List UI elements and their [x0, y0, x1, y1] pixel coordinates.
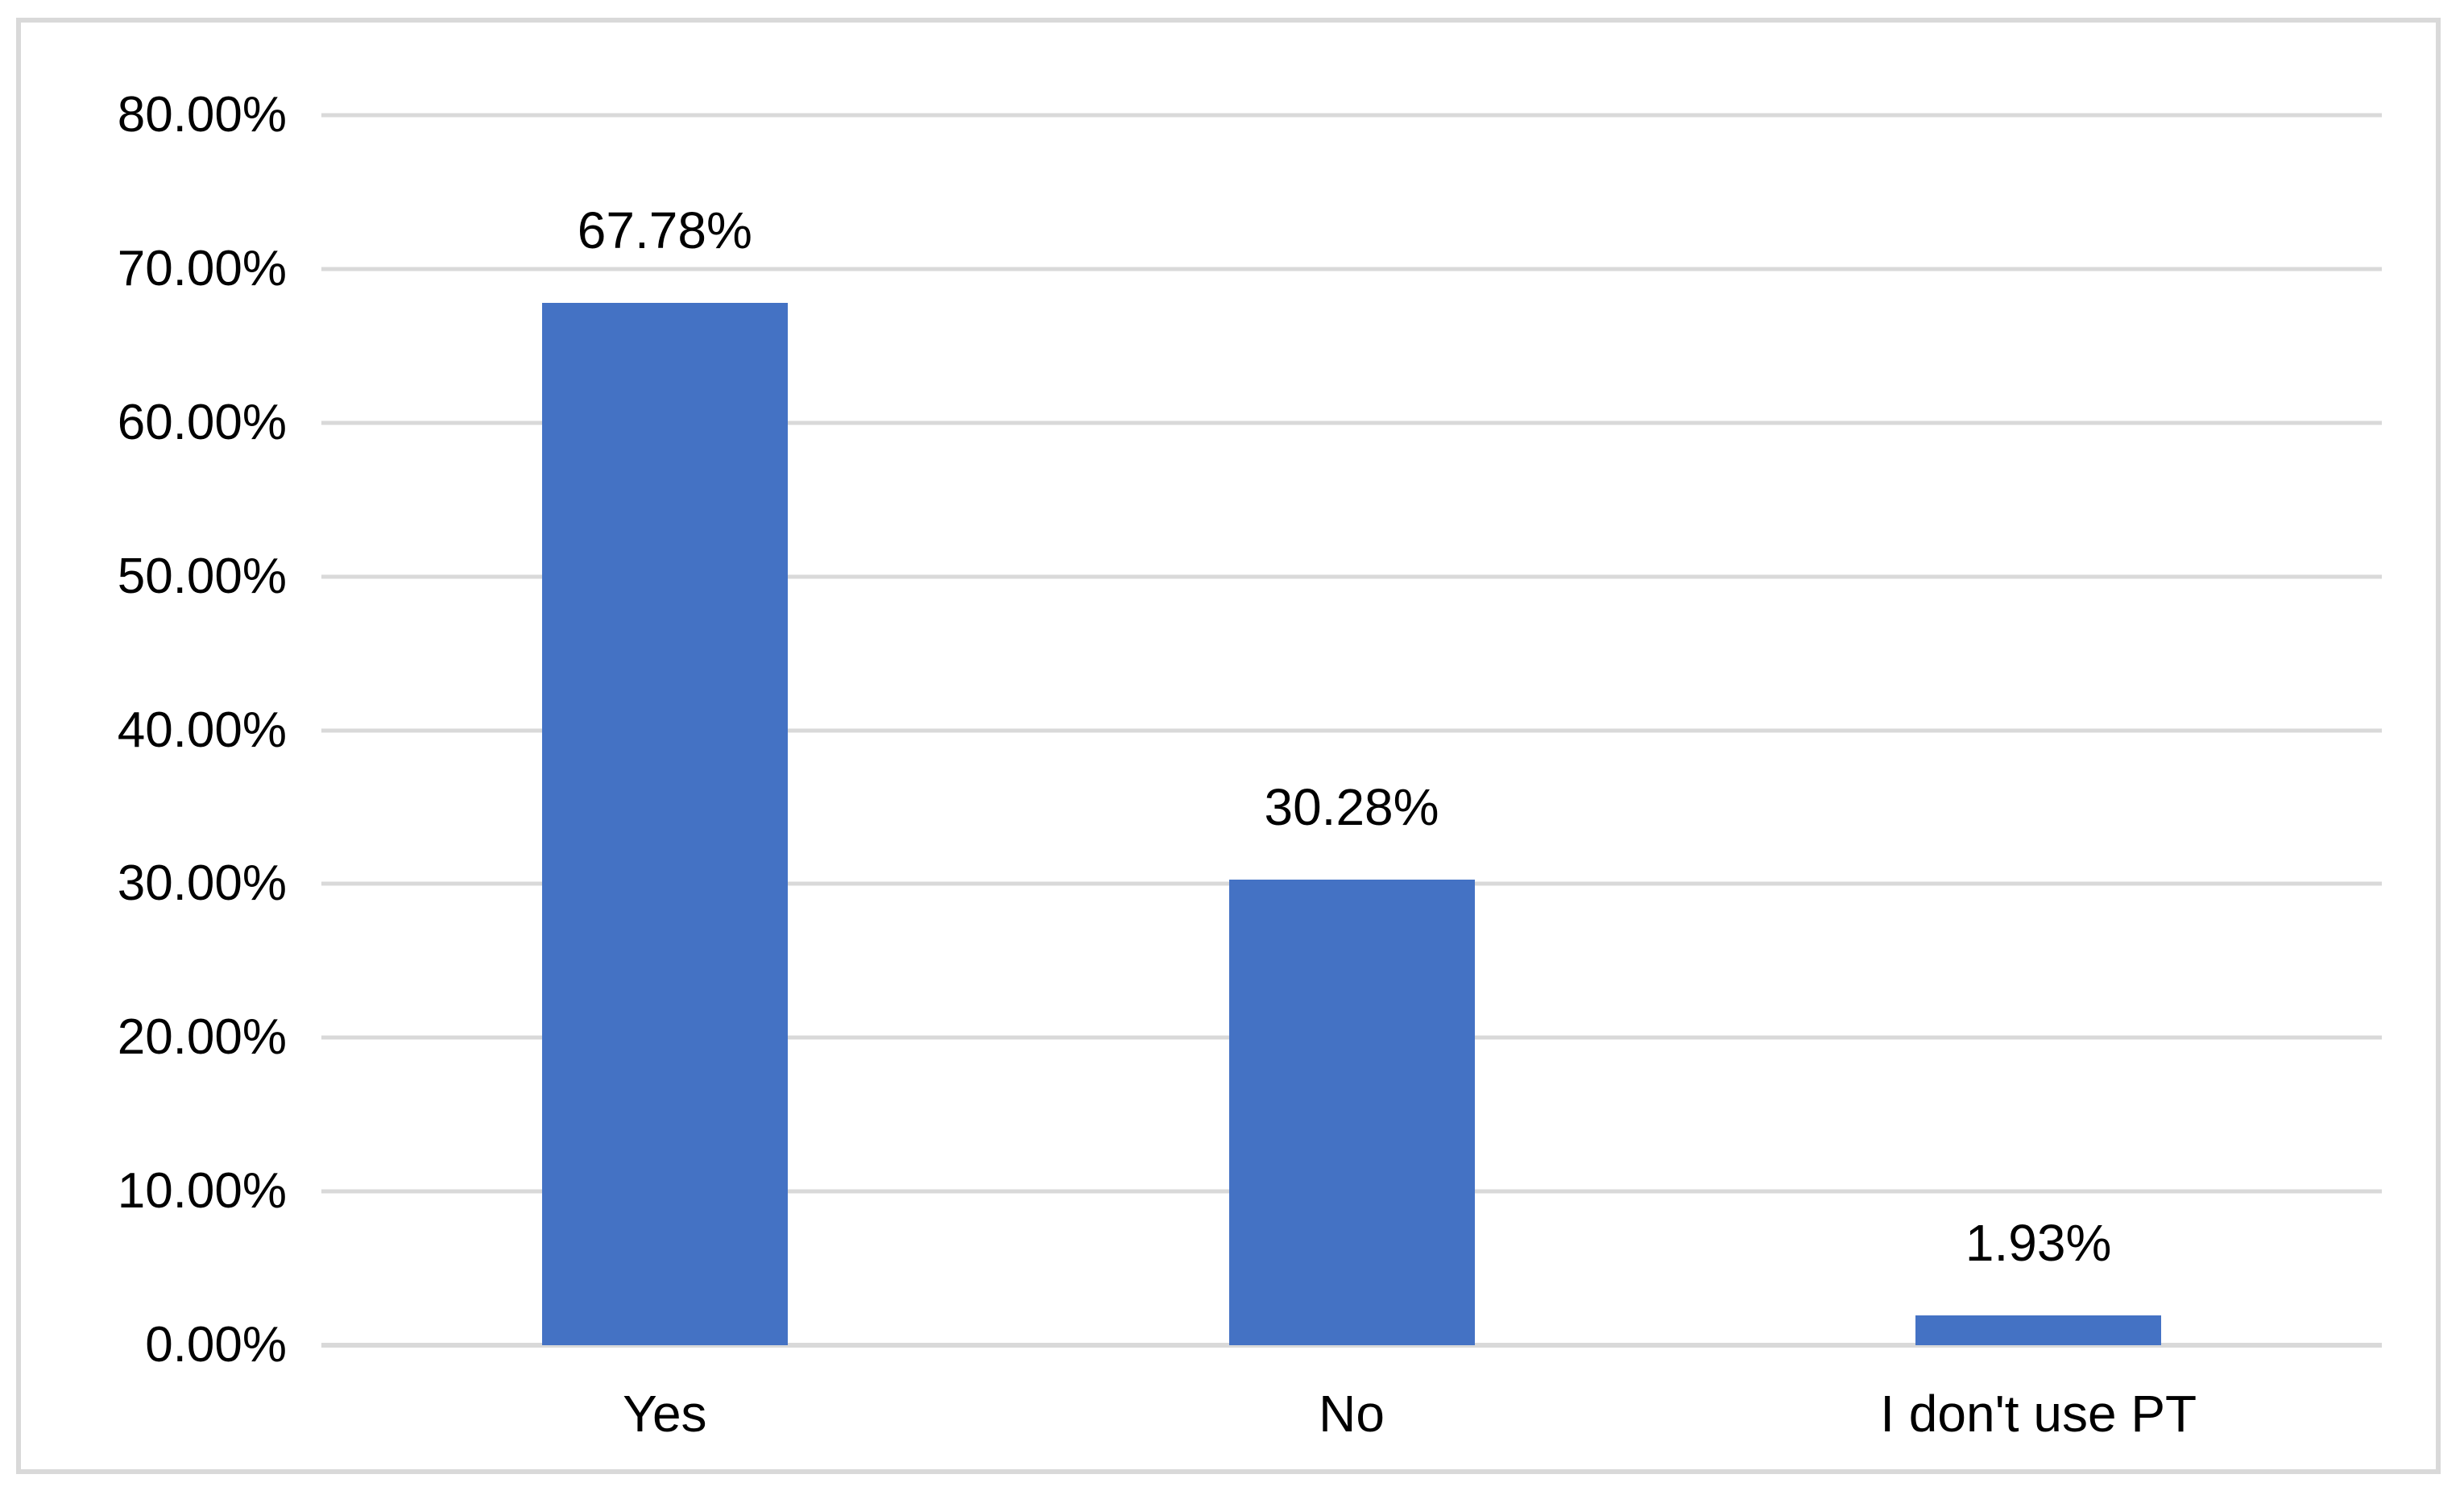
y-axis-tick-label: 60.00%	[117, 394, 287, 450]
gridline	[321, 113, 2382, 118]
y-axis-tick-label: 70.00%	[117, 240, 287, 296]
y-axis-tick-label: 80.00%	[117, 87, 287, 143]
y-axis-tick-label: 20.00%	[117, 1009, 287, 1066]
y-axis-tick-label: 30.00%	[117, 855, 287, 912]
chart-outer-border: 67.78% 30.28% 1.93% 0.00% 10.00% 20.00% 30.00…	[16, 18, 2441, 1474]
bar-data-label: 1.93%	[1965, 1214, 2112, 1273]
y-axis-tick-label: 40.00%	[117, 702, 287, 758]
x-axis-category-label: Yes	[623, 1385, 707, 1443]
plot-area: 67.78% 30.28% 1.93%	[321, 113, 2382, 1348]
bar-no	[1228, 880, 1475, 1345]
gridline	[321, 267, 2382, 271]
x-axis-line	[321, 1343, 2382, 1348]
bar-data-label: 30.28%	[1264, 778, 1439, 837]
x-axis-category-label: I don't use PT	[1880, 1385, 2197, 1443]
gridline	[321, 420, 2382, 425]
gridline	[321, 574, 2382, 579]
y-axis-tick-label: 0.00%	[145, 1317, 287, 1373]
bar-data-label: 67.78%	[577, 201, 752, 260]
x-axis-category-label: No	[1319, 1385, 1385, 1443]
bar-i-don-t-use-pt	[1915, 1315, 2162, 1345]
bar-yes	[541, 303, 788, 1345]
y-axis-tick-label: 50.00%	[117, 548, 287, 604]
gridline	[321, 728, 2382, 732]
y-axis-tick-label: 10.00%	[117, 1163, 287, 1220]
